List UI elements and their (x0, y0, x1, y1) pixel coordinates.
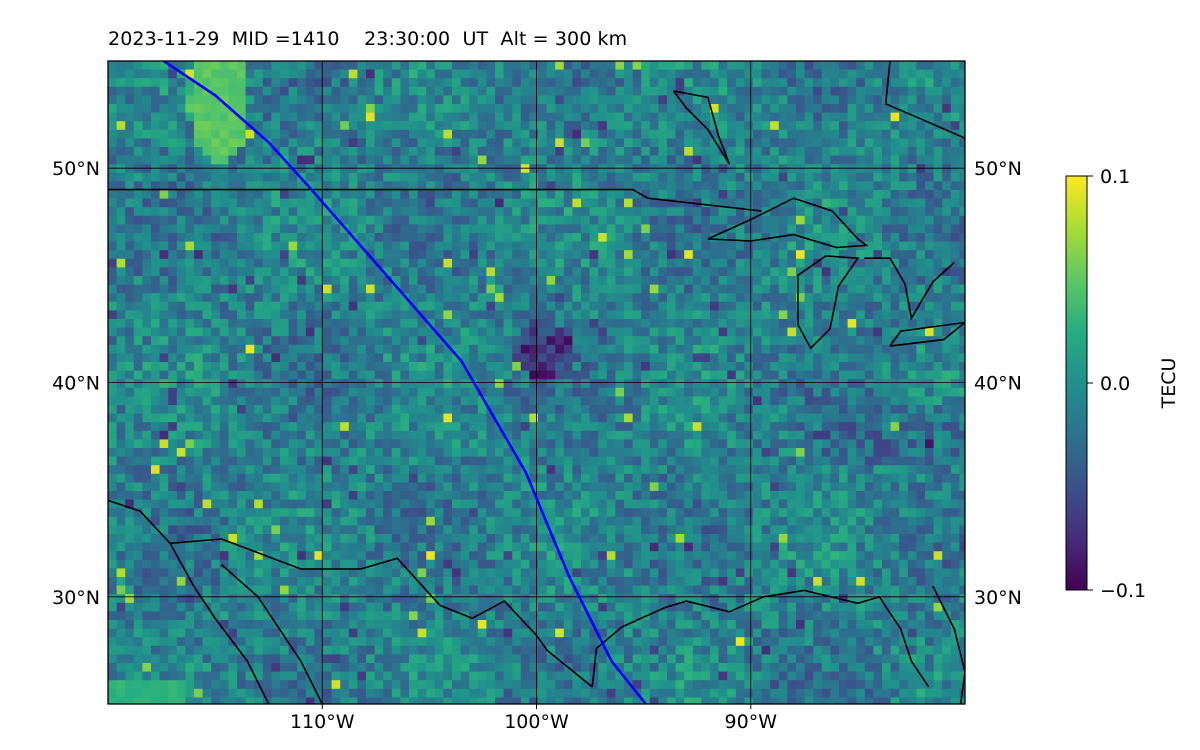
colorbar-tick-label: 0.0 (1100, 373, 1130, 395)
lake-erie (889, 321, 965, 347)
lat-tick-label-left: 30°N (52, 587, 100, 609)
coastlines-and-borders (108, 61, 965, 704)
sonora-coast (221, 564, 324, 704)
lake-superior (707, 197, 869, 249)
colorbar-gradient (1065, 175, 1088, 591)
lon-tick-label: 90°W (725, 711, 778, 733)
colorbar: 0.1 0.0 −0.1 TECU (1065, 166, 1180, 602)
akimiski-island (672, 90, 731, 165)
lat-tick-label-left: 50°N (52, 158, 100, 180)
tec-heatmap (108, 61, 965, 704)
us-mexico-border (170, 538, 593, 688)
hudson-bay-coast (884, 61, 965, 139)
colorbar-ticks: 0.1 0.0 −0.1 (1087, 166, 1146, 602)
florida-atlantic (932, 585, 965, 704)
lat-tick-label-right: 50°N (974, 158, 1022, 180)
map-area (107, 60, 966, 705)
lat-tick-label-right: 40°N (974, 373, 1022, 395)
colorbar-tick-label: −0.1 (1100, 580, 1146, 602)
lake-huron-east (864, 257, 955, 321)
satellite-track-line (162, 61, 647, 704)
lat-tick-label-right: 30°N (974, 587, 1022, 609)
us-canada-border (108, 188, 762, 212)
baja-california (169, 542, 270, 704)
map-title: 2023-11-29 MID =1410 23:30:00 UT Alt = 3… (108, 28, 628, 50)
lon-tick-label: 110°W (290, 711, 355, 733)
lake-michigan (797, 255, 860, 350)
colorbar-label: TECU (1158, 358, 1180, 410)
gridlines (108, 61, 965, 704)
pacific-coast (108, 499, 171, 544)
axis-ticks: 110°W 100°W 90°W 50°N 50°N 40°N 40°N 30°N 30°N (52, 158, 1022, 733)
gulf-coast (591, 589, 930, 688)
lat-tick-label-left: 40°N (52, 373, 100, 395)
lon-tick-label: 100°W (504, 711, 569, 733)
colorbar-tick-label: 0.1 (1100, 166, 1130, 188)
